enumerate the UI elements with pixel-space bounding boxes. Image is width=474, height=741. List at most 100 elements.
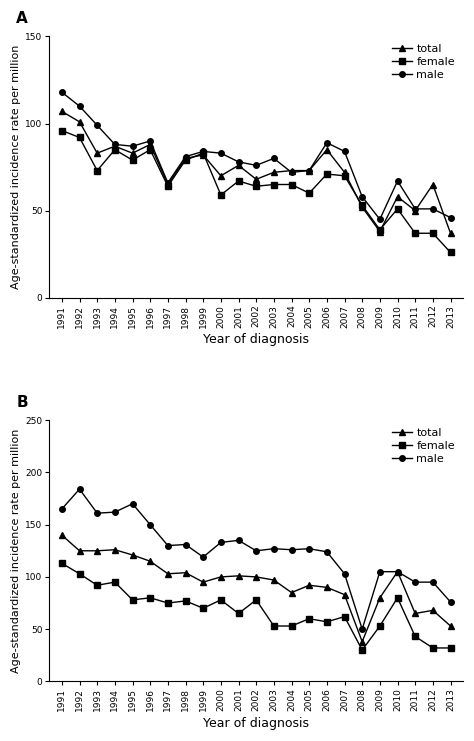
- total: [112, 545, 118, 554]
- male: [430, 205, 436, 213]
- total: [395, 567, 401, 576]
- female: [447, 248, 453, 257]
- male: [165, 541, 171, 550]
- female: [324, 617, 330, 626]
- male: [359, 625, 365, 634]
- Line: total: total: [59, 532, 453, 645]
- female: [236, 176, 241, 185]
- male: [447, 213, 453, 222]
- total: [182, 568, 188, 577]
- total: [430, 606, 436, 615]
- total: [59, 107, 64, 116]
- male: [201, 147, 206, 156]
- male: [94, 509, 100, 518]
- female: [218, 596, 224, 605]
- male: [377, 215, 383, 224]
- total: [130, 551, 136, 559]
- total: [447, 622, 453, 631]
- total: [324, 145, 330, 154]
- male: [77, 485, 82, 494]
- total: [182, 154, 188, 163]
- Line: female: female: [59, 560, 453, 653]
- male: [112, 508, 118, 516]
- total: [165, 569, 171, 578]
- Text: B: B: [17, 395, 28, 410]
- female: [182, 156, 188, 165]
- total: [447, 229, 453, 238]
- female: [271, 622, 277, 631]
- male: [182, 540, 188, 549]
- male: [306, 166, 312, 175]
- female: [289, 180, 294, 189]
- total: [359, 637, 365, 646]
- male: [289, 168, 294, 177]
- Line: male: male: [59, 486, 453, 632]
- male: [130, 142, 136, 150]
- female: [59, 559, 64, 568]
- total: [112, 142, 118, 150]
- total: [306, 581, 312, 590]
- female: [253, 596, 259, 605]
- total: [253, 175, 259, 184]
- female: [412, 229, 418, 238]
- female: [377, 225, 383, 234]
- female: [165, 182, 171, 190]
- female: [447, 643, 453, 652]
- male: [112, 140, 118, 149]
- female: [94, 581, 100, 590]
- female: [271, 180, 277, 189]
- Line: total: total: [59, 109, 453, 236]
- female: [130, 156, 136, 165]
- total: [236, 161, 241, 170]
- male: [271, 544, 277, 553]
- female: [218, 190, 224, 199]
- male: [218, 538, 224, 547]
- total: [201, 578, 206, 587]
- male: [236, 157, 241, 166]
- total: [342, 168, 347, 177]
- total: [147, 140, 153, 149]
- total: [289, 166, 294, 175]
- total: [147, 556, 153, 565]
- female: [430, 229, 436, 238]
- total: [342, 591, 347, 599]
- total: [377, 227, 383, 236]
- total: [218, 573, 224, 582]
- total: [395, 192, 401, 201]
- female: [359, 201, 365, 210]
- Y-axis label: Age-standardized incidence rate per million: Age-standardized incidence rate per mill…: [11, 428, 21, 673]
- male: [412, 578, 418, 587]
- male: [253, 161, 259, 170]
- total: [94, 546, 100, 555]
- female: [306, 189, 312, 198]
- Line: male: male: [59, 90, 453, 222]
- male: [395, 176, 401, 185]
- female: [77, 133, 82, 142]
- female: [395, 205, 401, 213]
- Legend: total, female, male: total, female, male: [390, 426, 457, 466]
- male: [412, 205, 418, 213]
- male: [147, 136, 153, 145]
- male: [201, 553, 206, 562]
- total: [271, 576, 277, 585]
- male: [324, 139, 330, 147]
- total: [324, 583, 330, 592]
- female: [201, 149, 206, 158]
- female: [112, 145, 118, 154]
- total: [253, 573, 259, 582]
- total: [412, 609, 418, 618]
- female: [395, 594, 401, 602]
- male: [182, 152, 188, 161]
- female: [77, 569, 82, 578]
- female: [165, 599, 171, 608]
- female: [94, 166, 100, 175]
- male: [236, 536, 241, 545]
- male: [324, 548, 330, 556]
- total: [218, 171, 224, 180]
- male: [59, 87, 64, 96]
- total: [377, 594, 383, 602]
- female: [201, 604, 206, 613]
- Legend: total, female, male: total, female, male: [390, 42, 457, 82]
- female: [342, 171, 347, 180]
- female: [430, 643, 436, 652]
